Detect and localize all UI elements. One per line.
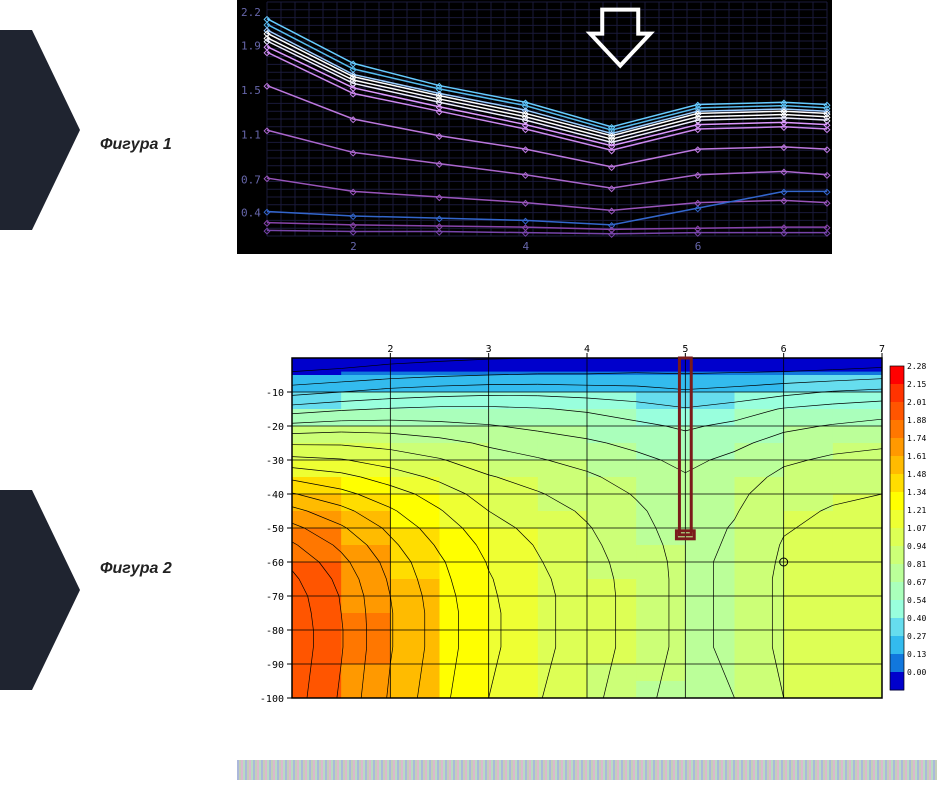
svg-text:2.15: 2.15: [907, 380, 926, 389]
svg-text:0.00: 0.00: [907, 668, 926, 677]
svg-text:1.61: 1.61: [907, 452, 926, 461]
svg-text:2.2: 2.2: [241, 6, 261, 19]
svg-text:-50: -50: [266, 524, 284, 535]
noise-strip: [237, 760, 937, 780]
line-chart-svg: 0.4 0.7 1.1 1.5 1.9 2.2 2 4 6: [237, 0, 832, 254]
figure-2-label: Фигура 2: [100, 560, 172, 578]
svg-text:0.27: 0.27: [907, 632, 926, 641]
heatmap-chart: -10 -20 -30 -40 -50 -60 -70 -80 -90 -100 2 3 4 5 6 7 2.2…: [237, 340, 937, 710]
svg-text:-80: -80: [266, 626, 284, 637]
svg-text:1.9: 1.9: [241, 40, 261, 53]
svg-text:4: 4: [522, 240, 529, 253]
svg-text:-10: -10: [266, 388, 284, 399]
svg-text:1.21: 1.21: [907, 506, 926, 515]
svg-text:1.5: 1.5: [241, 84, 261, 97]
svg-text:7: 7: [879, 344, 885, 355]
svg-text:2: 2: [387, 344, 393, 355]
svg-text:0.67: 0.67: [907, 578, 926, 587]
svg-text:-60: -60: [266, 558, 284, 569]
svg-text:1.74: 1.74: [907, 434, 926, 443]
figure-1-label: Фигура 1: [100, 136, 172, 154]
svg-text:0.4: 0.4: [241, 207, 261, 220]
svg-text:1.88: 1.88: [907, 416, 926, 425]
svg-text:3: 3: [486, 344, 492, 355]
svg-text:0.54: 0.54: [907, 596, 926, 605]
svg-text:0.7: 0.7: [241, 173, 261, 186]
svg-text:1.48: 1.48: [907, 470, 926, 479]
svg-text:-100: -100: [260, 694, 284, 705]
svg-text:2: 2: [350, 240, 357, 253]
svg-text:2.01: 2.01: [907, 398, 926, 407]
svg-text:-40: -40: [266, 490, 284, 501]
svg-text:-90: -90: [266, 660, 284, 671]
svg-text:0.40: 0.40: [907, 614, 926, 623]
svg-text:0.13: 0.13: [907, 650, 926, 659]
heatmap-svg: -10 -20 -30 -40 -50 -60 -70 -80 -90 -100 2 3 4 5 6 7 2.2…: [237, 340, 937, 710]
svg-text:6: 6: [695, 240, 702, 253]
hex-marker-1: [0, 30, 80, 230]
svg-text:-20: -20: [266, 422, 284, 433]
svg-text:1.07: 1.07: [907, 524, 926, 533]
line-chart: 0.4 0.7 1.1 1.5 1.9 2.2 2 4 6: [237, 0, 832, 254]
svg-text:5: 5: [682, 344, 688, 355]
svg-text:1.34: 1.34: [907, 488, 926, 497]
svg-text:0.81: 0.81: [907, 560, 926, 569]
svg-text:6: 6: [781, 344, 787, 355]
svg-text:-70: -70: [266, 592, 284, 603]
svg-text:-30: -30: [266, 456, 284, 467]
svg-text:1.1: 1.1: [241, 129, 261, 142]
svg-text:0.94: 0.94: [907, 542, 926, 551]
svg-text:4: 4: [584, 344, 590, 355]
svg-text:2.28: 2.28: [907, 362, 926, 371]
hex-marker-2: [0, 490, 80, 690]
